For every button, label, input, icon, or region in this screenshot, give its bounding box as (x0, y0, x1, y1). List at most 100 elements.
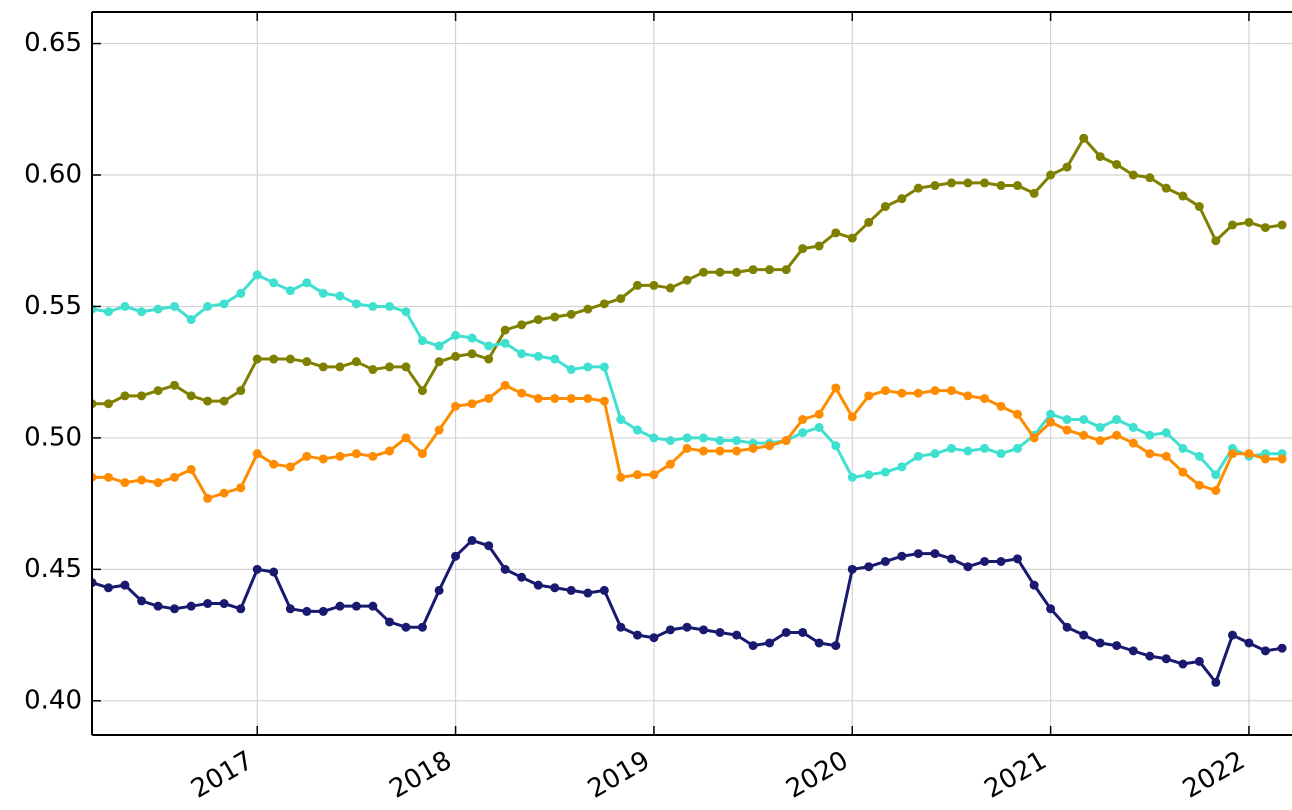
point (401, 433, 411, 443)
point (913, 549, 923, 559)
point (92, 578, 97, 588)
point (1260, 454, 1270, 464)
point (632, 470, 642, 480)
point (302, 606, 312, 616)
point (798, 244, 808, 254)
point (285, 286, 295, 296)
point (186, 464, 196, 474)
point (219, 488, 229, 498)
point (566, 585, 576, 595)
point (748, 641, 758, 651)
point (1260, 646, 1270, 656)
point (1194, 656, 1204, 666)
point (103, 399, 113, 409)
point (1046, 604, 1056, 614)
point (153, 386, 163, 396)
point (318, 288, 328, 298)
point (649, 633, 659, 643)
point (1112, 415, 1122, 425)
point (252, 354, 262, 364)
point (219, 396, 229, 406)
point (467, 399, 477, 409)
point (434, 425, 444, 435)
point (980, 443, 990, 453)
point (1145, 173, 1155, 183)
point (980, 556, 990, 566)
point (103, 472, 113, 482)
point (1161, 183, 1171, 193)
point (434, 357, 444, 367)
point (831, 441, 841, 451)
point (401, 362, 411, 372)
point (765, 638, 775, 648)
point (996, 401, 1006, 411)
point (285, 604, 295, 614)
point (1244, 217, 1254, 227)
point (946, 386, 956, 396)
point (335, 451, 345, 461)
point (599, 362, 609, 372)
point (203, 493, 213, 503)
point (1128, 422, 1138, 432)
point (401, 307, 411, 317)
point (1145, 651, 1155, 661)
point (318, 606, 328, 616)
point (1178, 467, 1188, 477)
point (434, 341, 444, 351)
point (368, 601, 378, 611)
point (1161, 451, 1171, 461)
point (550, 583, 560, 593)
point (864, 470, 874, 480)
point (732, 267, 742, 277)
point (137, 475, 147, 485)
point (864, 217, 874, 227)
point (897, 194, 907, 204)
point (335, 291, 345, 301)
point (616, 294, 626, 304)
point (1062, 162, 1072, 172)
point (335, 362, 345, 372)
series-line (92, 136, 1283, 406)
point (550, 393, 560, 403)
point (1128, 646, 1138, 656)
point (946, 178, 956, 188)
point (1095, 152, 1105, 162)
point (599, 396, 609, 406)
point (285, 354, 295, 364)
point (170, 472, 180, 482)
point (897, 388, 907, 398)
point (583, 588, 593, 598)
point (682, 622, 692, 632)
point (649, 470, 659, 480)
y-tick-label: 0.55 (24, 291, 82, 321)
point (170, 380, 180, 390)
point (385, 301, 395, 311)
point (897, 462, 907, 472)
point (996, 181, 1006, 191)
point (500, 564, 510, 574)
point (1161, 654, 1171, 664)
point (368, 365, 378, 375)
point (351, 357, 361, 367)
point (484, 541, 494, 551)
y-tick-label: 0.45 (24, 554, 82, 584)
point (137, 307, 147, 317)
point (781, 627, 791, 637)
point (186, 391, 196, 401)
point (385, 362, 395, 372)
point (963, 178, 973, 188)
point (1112, 159, 1122, 169)
point (1079, 415, 1089, 425)
point (814, 422, 824, 432)
point (500, 380, 510, 390)
point (996, 556, 1006, 566)
point (946, 443, 956, 453)
point (616, 472, 626, 482)
point (665, 459, 675, 469)
point (1029, 433, 1039, 443)
point (1062, 622, 1072, 632)
point (798, 428, 808, 438)
point (236, 604, 246, 614)
point (1227, 630, 1237, 640)
point (781, 436, 791, 446)
